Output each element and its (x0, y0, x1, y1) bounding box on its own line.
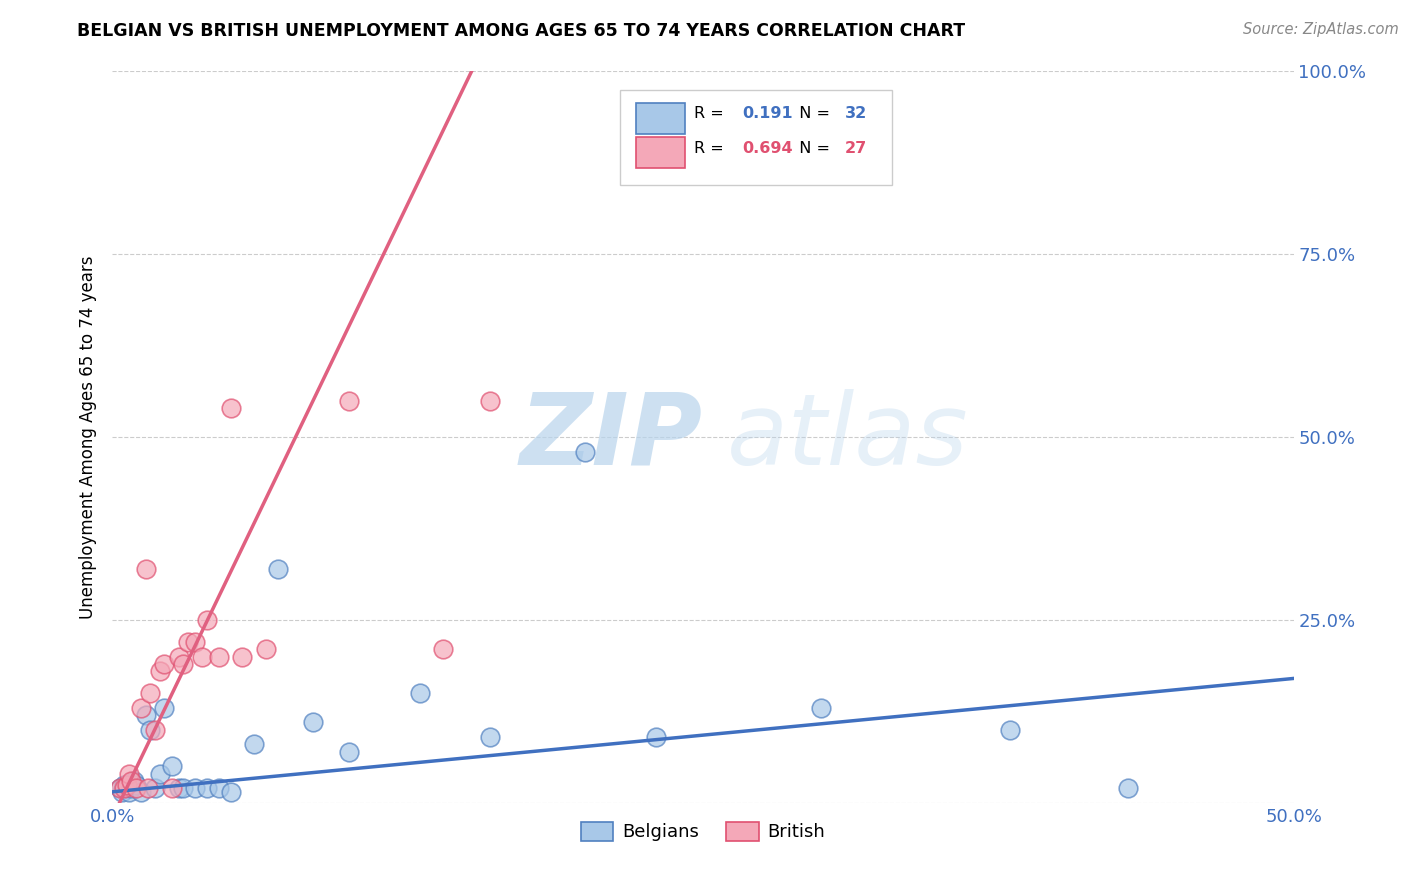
Point (149, 664, 172, 678)
Point (408, 686, 430, 700)
Point (136, 781, 159, 796)
Point (479, 730, 502, 744)
Point (108, 781, 131, 796)
Point (337, 745, 360, 759)
Point (135, 708, 157, 723)
FancyBboxPatch shape (636, 103, 685, 134)
Point (172, 781, 194, 796)
Point (139, 686, 162, 700)
Point (125, 781, 148, 796)
Text: atlas: atlas (727, 389, 969, 485)
Point (143, 723, 166, 737)
Point (195, 613, 218, 627)
Point (172, 657, 194, 671)
Point (149, 766, 172, 780)
Point (112, 781, 135, 796)
Point (267, 562, 290, 576)
Text: R =: R = (693, 106, 728, 121)
Text: 0.191: 0.191 (742, 106, 793, 121)
Point (479, 393, 502, 408)
Point (167, 781, 190, 796)
Point (191, 649, 214, 664)
Point (120, 773, 142, 788)
Point (129, 785, 152, 799)
Point (998, 723, 1021, 737)
Point (302, 715, 325, 730)
Text: R =: R = (693, 141, 728, 156)
Point (254, 642, 277, 657)
Point (120, 781, 142, 796)
Point (219, 401, 242, 415)
Point (139, 723, 162, 737)
Point (167, 649, 190, 664)
Point (143, 781, 166, 796)
Point (135, 562, 157, 576)
Point (177, 635, 200, 649)
Point (112, 778, 135, 792)
Y-axis label: Unemployment Among Ages 65 to 74 years: Unemployment Among Ages 65 to 74 years (79, 255, 97, 619)
Point (243, 737, 266, 751)
Point (195, 781, 218, 796)
Text: 32: 32 (845, 106, 868, 121)
Point (219, 785, 242, 799)
Point (153, 657, 176, 671)
Point (122, 773, 145, 788)
Point (810, 700, 832, 714)
Text: N =: N = (789, 141, 835, 156)
Point (231, 649, 253, 664)
Point (184, 781, 207, 796)
Text: N =: N = (789, 106, 835, 121)
Point (125, 778, 148, 792)
Point (153, 700, 176, 714)
Text: ZIP: ZIP (520, 389, 703, 485)
Point (160, 759, 183, 773)
FancyBboxPatch shape (636, 137, 685, 168)
Point (160, 781, 183, 796)
Point (108, 781, 131, 796)
Text: 0.694: 0.694 (742, 141, 793, 156)
Point (115, 778, 138, 792)
Text: Source: ZipAtlas.com: Source: ZipAtlas.com (1243, 22, 1399, 37)
Point (337, 393, 360, 408)
Point (118, 785, 141, 799)
Point (574, 444, 596, 458)
Point (118, 766, 141, 780)
Point (184, 635, 207, 649)
Point (208, 649, 231, 664)
Text: 27: 27 (845, 141, 868, 156)
Point (644, 730, 666, 744)
Text: BELGIAN VS BRITISH UNEMPLOYMENT AMONG AGES 65 TO 74 YEARS CORRELATION CHART: BELGIAN VS BRITISH UNEMPLOYMENT AMONG AG… (77, 22, 966, 40)
Point (115, 781, 138, 796)
Point (1116, 781, 1139, 796)
Legend: Belgians, British: Belgians, British (574, 814, 832, 848)
Point (111, 785, 134, 799)
FancyBboxPatch shape (620, 90, 891, 185)
Point (129, 700, 152, 714)
Point (208, 781, 231, 796)
Point (432, 642, 454, 657)
